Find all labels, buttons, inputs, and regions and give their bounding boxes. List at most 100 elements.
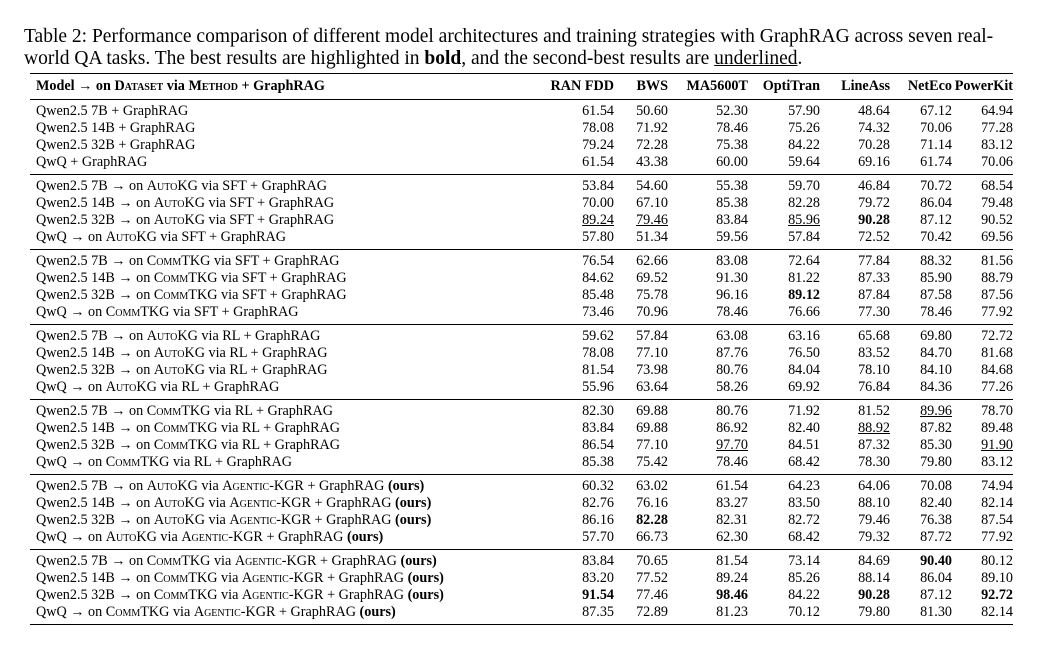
dataset-name: AutoKG <box>153 212 205 228</box>
value-cell: 75.78 <box>636 287 668 303</box>
value-cell: 89.10 <box>981 570 1013 586</box>
model-name: QwQ <box>36 304 67 320</box>
value-cell: 81.23 <box>716 604 748 620</box>
method-name: RL <box>229 362 247 378</box>
value-cell: 87.35 <box>582 604 614 620</box>
value-cell: 88.79 <box>981 270 1013 286</box>
table-row: Qwen2.5 7B → on AutoKG via Agentic-KGR +… <box>30 475 1013 496</box>
value-cell: 68.54 <box>981 178 1013 194</box>
table-row: QwQ → on AutoKG via SFT + GraphRAG 57.80 5… <box>30 229 1013 250</box>
method-name: RL <box>234 403 253 419</box>
value-cell: 75.42 <box>636 454 668 470</box>
value-cell: 87.72 <box>920 529 952 545</box>
value-cell: 69.92 <box>788 379 820 395</box>
value-cell: 89.12 <box>788 287 820 303</box>
value-cell: 61.74 <box>920 154 952 170</box>
value-cell: 59.64 <box>788 154 820 170</box>
value-cell: 90.28 <box>858 587 890 603</box>
value-cell: 57.84 <box>788 229 820 245</box>
value-cell: 67.10 <box>636 195 668 211</box>
model-cell: Qwen2.5 7B → on AutoKG via RL + GraphRAG <box>36 328 321 344</box>
value-cell: 90.52 <box>981 212 1013 228</box>
value-cell: 80.76 <box>716 362 748 378</box>
row-group: Qwen2.5 7B → on AutoKG via RL + GraphRAG… <box>30 325 1013 400</box>
column-header: MA5600T <box>686 78 748 94</box>
value-cell: 77.84 <box>858 253 890 269</box>
model-name: Qwen2.5 32B <box>36 137 115 153</box>
value-cell: 69.80 <box>920 328 952 344</box>
method-name: Agentic-KGR <box>181 529 263 545</box>
value-cell: 77.10 <box>636 345 668 361</box>
row-group: Qwen2.5 7B → on AutoKG via Agentic-KGR +… <box>30 475 1013 550</box>
model-name: Qwen2.5 32B <box>36 212 115 228</box>
value-cell: 54.60 <box>636 178 668 194</box>
value-cell: 82.72 <box>788 512 820 528</box>
table-row: Qwen2.5 14B + GraphRAG 78.08 71.92 78.46 75.… <box>30 120 1013 137</box>
value-cell: 79.48 <box>981 195 1013 211</box>
ours-tag: (ours) <box>391 512 432 528</box>
table-row: Qwen2.5 32B → on CommTKG via RL + GraphR… <box>30 437 1013 454</box>
table-row: QwQ → on AutoKG via RL + GraphRAG 55.96 63… <box>30 379 1013 400</box>
dataset-name: CommTKG <box>105 454 170 470</box>
table-row: Qwen2.5 14B → on AutoKG via Agentic-KGR … <box>30 495 1013 512</box>
value-cell: 62.30 <box>716 529 748 545</box>
value-cell: 64.94 <box>981 103 1013 119</box>
table-row: QwQ → on CommTKG via SFT + GraphRAG 73.46… <box>30 304 1013 325</box>
value-cell: 73.98 <box>636 362 668 378</box>
dataset-name: CommTKG <box>153 587 218 603</box>
model-cell: QwQ → on AutoKG via RL + GraphRAG <box>36 379 280 395</box>
model-name: Qwen2.5 32B <box>36 362 115 378</box>
value-cell: 79.46 <box>636 212 668 228</box>
method-name: RL <box>222 328 240 344</box>
value-cell: 83.52 <box>858 345 890 361</box>
method-name: SFT <box>234 253 260 269</box>
table-row: QwQ → on AutoKG via Agentic-KGR + GraphR… <box>30 529 1013 550</box>
value-cell: 80.76 <box>716 403 748 419</box>
ours-tag: (ours) <box>384 478 425 494</box>
value-cell: 84.22 <box>788 587 820 603</box>
dataset-name: CommTKG <box>153 287 218 303</box>
value-cell: 57.84 <box>636 328 668 344</box>
model-cell: Qwen2.5 32B → on CommTKG via SFT + Graph… <box>36 287 347 303</box>
value-cell: 74.94 <box>981 478 1013 494</box>
value-cell: 78.46 <box>716 120 748 136</box>
method-name: Agentic-KGR <box>234 553 317 569</box>
model-name: Qwen2.5 7B <box>36 178 108 194</box>
model-name: Qwen2.5 14B <box>36 270 115 286</box>
table-row: QwQ + GraphRAG 61.54 43.38 60.00 59.64 69.16 6… <box>30 154 1013 175</box>
column-header: RAN FDD <box>550 78 614 94</box>
value-cell: 61.54 <box>582 103 614 119</box>
dataset-name: AutoKG <box>105 229 157 245</box>
value-cell: 90.28 <box>858 212 890 228</box>
value-cell: 63.16 <box>788 328 820 344</box>
value-cell: 82.76 <box>582 495 614 511</box>
value-cell: 72.64 <box>788 253 820 269</box>
value-cell: 73.46 <box>582 304 614 320</box>
value-cell: 78.08 <box>582 345 614 361</box>
value-cell: 83.84 <box>582 420 614 436</box>
value-cell: 64.23 <box>788 478 820 494</box>
value-cell: 79.80 <box>920 454 952 470</box>
model-name: Qwen2.5 32B <box>36 287 115 303</box>
model-name: Qwen2.5 32B <box>36 512 115 528</box>
value-cell: 72.89 <box>636 604 668 620</box>
ours-tag: (ours) <box>343 529 384 545</box>
row-group: Qwen2.5 7B → on CommTKG via SFT + GraphR… <box>30 250 1013 325</box>
method-name: Agentic-KGR <box>229 495 311 511</box>
value-cell: 81.56 <box>981 253 1013 269</box>
dataset-name: AutoKG <box>153 345 205 361</box>
value-cell: 69.56 <box>981 229 1013 245</box>
model-cell: Qwen2.5 14B → on AutoKG via SFT + GraphR… <box>36 195 335 211</box>
value-cell: 84.22 <box>788 137 820 153</box>
value-cell: 84.62 <box>582 270 614 286</box>
table-row: QwQ → on CommTKG via Agentic-KGR + Graph… <box>30 604 1013 625</box>
value-cell: 78.46 <box>920 304 952 320</box>
model-name: Qwen2.5 7B <box>36 253 108 269</box>
ours-tag: (ours) <box>404 587 444 603</box>
model-cell: QwQ + GraphRAG <box>36 154 148 170</box>
ours-tag: (ours) <box>391 495 432 511</box>
results-table: Model → on Dataset via Method + GraphRAG… <box>30 73 1013 625</box>
dataset-name: CommTKG <box>153 437 218 453</box>
value-cell: 75.26 <box>788 120 820 136</box>
value-cell: 87.56 <box>981 287 1013 303</box>
